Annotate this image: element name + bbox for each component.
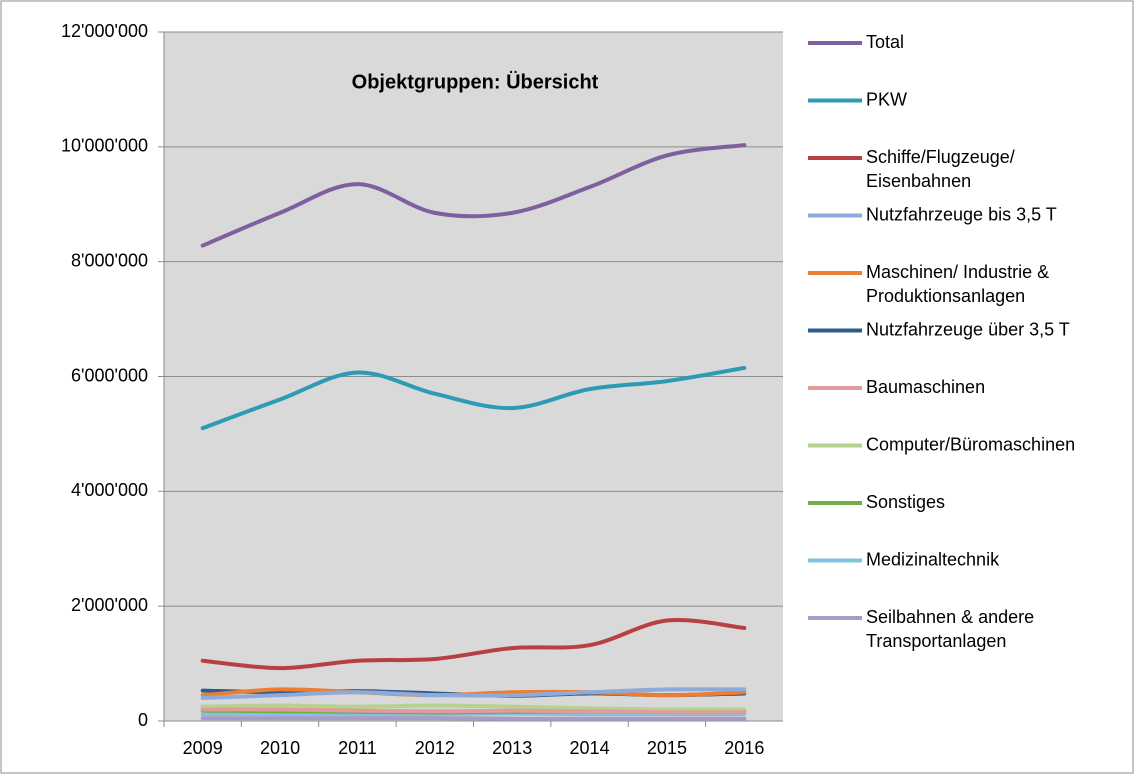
legend-label: Computer/Büromaschinen [866,434,1075,454]
y-tick-label: 2'000'000 [71,595,148,615]
x-tick-label: 2016 [724,738,764,758]
series-line [200,143,747,248]
x-tick-label: 2012 [415,738,455,758]
x-tick-label: 2014 [570,738,610,758]
legend-label: Nutzfahrzeuge bis 3,5 T [866,204,1057,224]
x-tick-label: 2011 [338,738,377,758]
series-line [200,617,747,671]
x-tick-label: 2009 [183,738,223,758]
y-tick-label: 0 [138,710,148,730]
legend-label: Total [866,32,904,52]
series-line [200,365,747,431]
y-tick-label: 6'000'000 [71,365,148,385]
chart-title: Objektgruppen: Übersicht [352,70,599,93]
series-line [200,703,747,712]
legend-label: Schiffe/Flugzeuge/Eisenbahnen [866,147,1015,191]
x-tick-label: 2010 [260,738,300,758]
legend-label: Nutzfahrzeuge über 3,5 T [866,319,1070,339]
y-tick-label: 4'000'000 [71,480,148,500]
y-tick-label: 12'000'000 [61,21,148,41]
y-tick-label: 8'000'000 [71,250,148,270]
series-line [200,687,747,701]
legend-label: Sonstiges [866,492,945,512]
legend-label: PKW [866,89,907,109]
x-tick-label: 2015 [647,738,687,758]
legend-label: Seilbahnen & andere Transportanlagen [866,607,1034,651]
series-line [200,716,747,721]
y-tick-label: 10'000'000 [61,136,148,156]
series-line [200,707,747,715]
x-tick-label: 2013 [492,738,532,758]
legend-label: Maschinen/ Industrie & Produktionsanlagen [866,262,1049,306]
legend-label: Medizinaltechnik [866,549,1000,569]
legend-label: Baumaschinen [866,377,985,397]
